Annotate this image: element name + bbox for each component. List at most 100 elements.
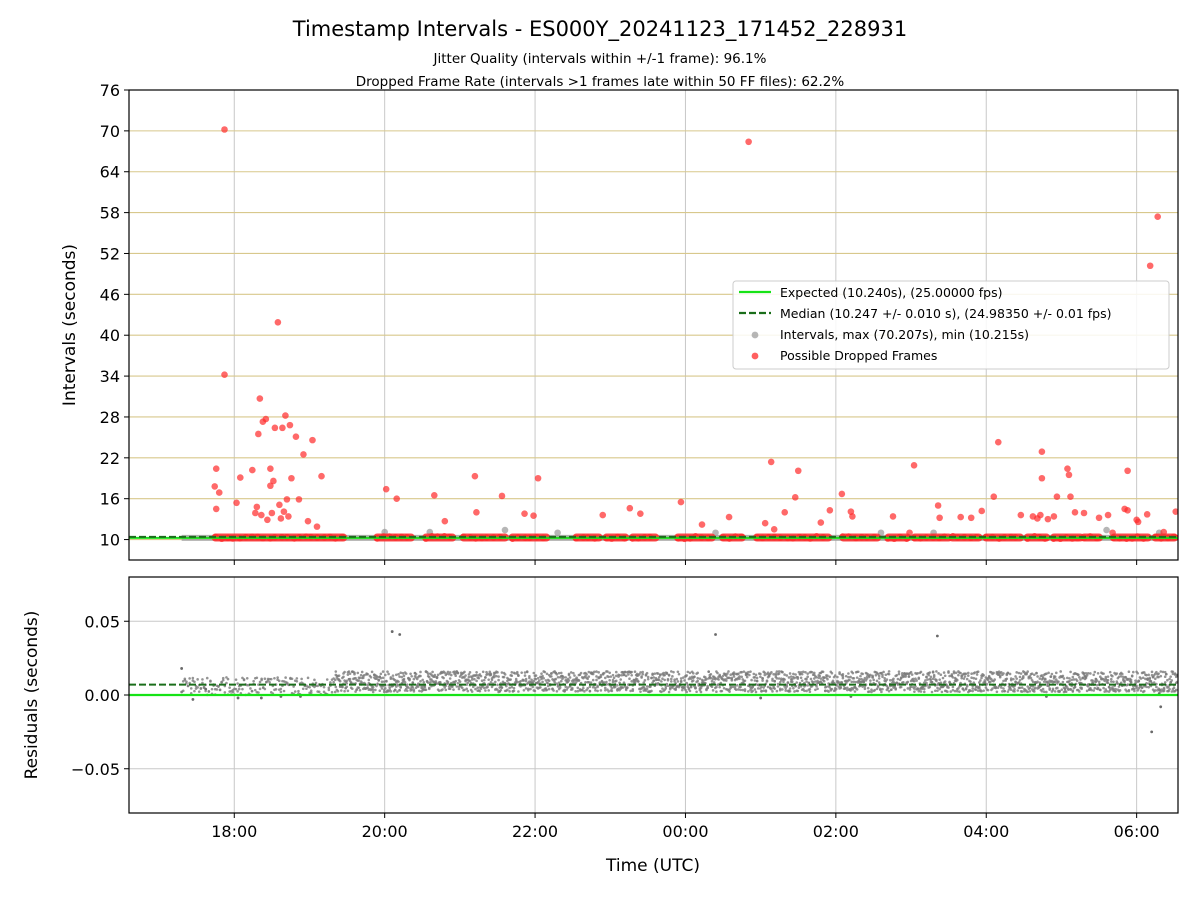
- intervals-y-tick-label: 10: [100, 531, 120, 550]
- residual-point: [627, 673, 630, 676]
- residual-point: [754, 690, 758, 694]
- residual-point: [926, 678, 929, 681]
- residual-point: [801, 670, 805, 674]
- residual-point: [602, 671, 606, 675]
- residual-point: [750, 678, 753, 682]
- residual-point: [191, 676, 195, 680]
- residual-point: [925, 675, 928, 679]
- residual-point: [607, 675, 610, 679]
- residual-point: [530, 678, 533, 682]
- dropped-frame-point: [889, 513, 897, 520]
- residual-point: [399, 685, 402, 689]
- residual-point: [762, 689, 765, 693]
- residual-point: [336, 689, 340, 693]
- residual-point: [908, 688, 912, 691]
- residual-point: [852, 680, 856, 684]
- residual-point: [1082, 671, 1086, 675]
- residual-point: [709, 676, 713, 680]
- residual-point: [1038, 677, 1042, 680]
- residual-point: [215, 688, 219, 691]
- residual-point: [614, 670, 618, 674]
- residual-point: [379, 676, 383, 680]
- residual-point: [258, 680, 262, 684]
- residual-point: [881, 673, 884, 677]
- residual-point: [911, 677, 915, 681]
- residual-point: [1145, 685, 1148, 689]
- residual-point: [454, 674, 457, 678]
- residual-point: [789, 675, 793, 678]
- residual-point: [928, 671, 932, 674]
- residual-point: [815, 675, 818, 679]
- residual-point: [728, 690, 731, 693]
- residual-point: [1002, 679, 1005, 683]
- residual-point: [475, 670, 478, 674]
- residual-point: [1014, 680, 1017, 683]
- residual-point: [676, 670, 680, 674]
- residual-point: [776, 685, 780, 688]
- residual-point: [1034, 686, 1037, 690]
- residual-point: [606, 670, 609, 673]
- residual-point: [1092, 673, 1095, 677]
- residual-point: [1059, 670, 1062, 673]
- residual-point: [970, 672, 973, 676]
- intervals-y-axis-label: Intervals (seconds): [60, 244, 80, 406]
- residual-point: [995, 690, 999, 694]
- residual-point: [343, 670, 346, 674]
- legend-intervals-label: Intervals, max (70.207s), min (10.215s): [780, 327, 1029, 342]
- residual-point: [357, 679, 361, 682]
- dropped-frame-point: [283, 496, 291, 503]
- residual-point: [576, 689, 580, 693]
- residual-point: [1006, 671, 1010, 675]
- residual-point: [837, 685, 840, 688]
- residual-point: [1131, 670, 1135, 674]
- residual-point: [877, 674, 881, 678]
- residual-point: [646, 677, 650, 681]
- residual-point: [797, 686, 801, 690]
- residual-point: [408, 678, 411, 682]
- residual-point: [642, 681, 646, 684]
- residual-point: [363, 673, 366, 677]
- residual-point: [745, 675, 749, 679]
- residual-point: [1098, 688, 1102, 692]
- residual-point: [928, 685, 932, 689]
- dropped-frame-point: [1124, 467, 1131, 475]
- residual-point: [1170, 690, 1174, 693]
- residual-point: [805, 680, 808, 683]
- residual-point: [935, 678, 938, 682]
- residual-point: [1085, 674, 1089, 677]
- residual-point: [732, 672, 736, 676]
- residual-point: [743, 679, 747, 683]
- residual-point: [354, 690, 357, 693]
- residual-point: [1096, 687, 1100, 691]
- residual-point: [467, 675, 471, 679]
- residual-point: [1028, 689, 1032, 693]
- residual-point: [231, 690, 235, 694]
- residual-point: [594, 686, 597, 690]
- dropped-frame-point: [599, 511, 607, 519]
- residual-point: [1089, 686, 1092, 690]
- residual-point: [936, 689, 939, 692]
- residual-point: [477, 676, 481, 680]
- residual-point: [309, 689, 313, 692]
- residual-point: [1116, 682, 1120, 685]
- residual-point: [1096, 671, 1100, 675]
- residual-point: [520, 671, 523, 674]
- residual-point: [975, 673, 979, 676]
- residual-point: [1032, 690, 1036, 693]
- dropped-frame-point: [267, 482, 274, 490]
- residual-point: [517, 674, 520, 677]
- dropped-frame-point: [906, 529, 913, 537]
- residual-point: [1117, 675, 1121, 679]
- residual-point: [803, 681, 806, 685]
- residual-point: [970, 676, 973, 679]
- residual-point: [559, 671, 563, 675]
- residual-point: [595, 675, 598, 678]
- residual-point: [451, 685, 454, 689]
- residual-point: [196, 686, 199, 689]
- residual-point: [193, 689, 196, 693]
- residual-point: [958, 690, 961, 694]
- residual-point: [656, 672, 660, 675]
- residual-point: [727, 670, 730, 673]
- residual-point: [948, 674, 951, 678]
- residual-point: [383, 673, 387, 677]
